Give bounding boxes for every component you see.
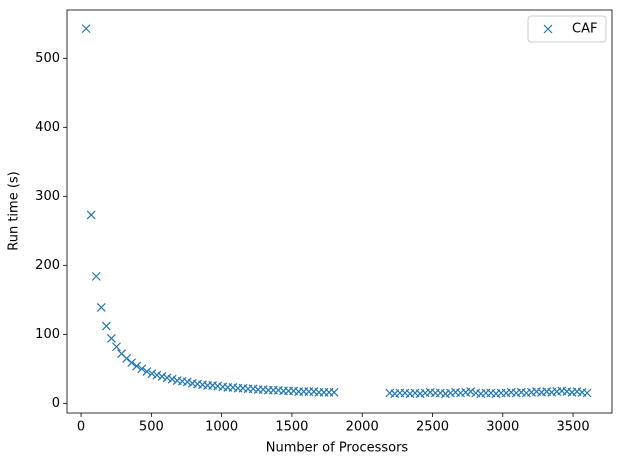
marker <box>466 387 476 397</box>
legend-label: CAF <box>572 22 597 37</box>
x-axis-label: Number of Processors <box>266 441 409 456</box>
marker <box>142 367 152 377</box>
x-tick-label: 2000 <box>346 420 379 435</box>
marker <box>96 302 106 312</box>
x-tick-label: 1000 <box>205 420 238 435</box>
marker <box>152 370 162 380</box>
marker <box>106 334 116 343</box>
marker <box>582 388 592 398</box>
y-tick-label: 400 <box>35 120 60 135</box>
y-tick-label: 0 <box>52 396 60 411</box>
x-tick-label: 0 <box>77 420 85 435</box>
marker <box>167 374 177 384</box>
marker <box>127 358 137 368</box>
marker <box>329 387 339 397</box>
y-axis-label: Run time (s) <box>7 171 22 250</box>
marker <box>122 354 132 363</box>
x-tick-label: 500 <box>139 420 164 435</box>
marker <box>137 364 147 374</box>
y-tick-label: 500 <box>35 51 60 66</box>
x-tick-label: 3500 <box>557 420 590 435</box>
y-tick-label: 100 <box>35 327 60 342</box>
marker <box>112 342 121 352</box>
marker <box>81 24 91 34</box>
marker <box>86 210 96 220</box>
legend-box <box>527 15 607 43</box>
y-tick-label: 300 <box>35 189 60 204</box>
marker <box>157 372 167 381</box>
legend-marker <box>543 24 553 34</box>
x-tick-label: 2500 <box>416 420 449 435</box>
marker <box>182 377 192 387</box>
marker <box>162 373 172 383</box>
marker <box>132 361 142 371</box>
marker <box>147 369 157 379</box>
x-tick-label: 3000 <box>486 420 519 435</box>
plot-frame <box>66 9 613 414</box>
marker <box>101 321 111 331</box>
marker <box>91 271 101 281</box>
y-tick-label: 200 <box>35 258 60 273</box>
x-tick-label: 1500 <box>275 420 308 435</box>
